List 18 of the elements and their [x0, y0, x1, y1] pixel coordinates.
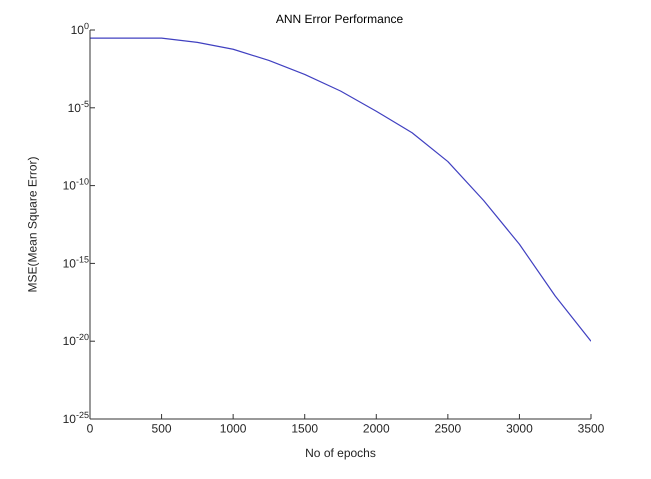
y-tick-label: 10$^{-15}$ [62, 254, 89, 270]
x-tick-label: 1500 [291, 422, 318, 436]
line-series [90, 38, 591, 342]
x-tick-label: 1000 [220, 422, 247, 436]
y-tick-label: 10$^{0}$ [70, 21, 89, 37]
x-tick-label: 500 [152, 422, 172, 436]
y-axis-title: MSE(Mean Square Error) [25, 156, 40, 293]
chart-title: ANN Error Performance [276, 12, 404, 26]
x-tick-label: 2000 [362, 422, 390, 436]
y-tick-label: 10$^{-20}$ [62, 332, 89, 348]
x-tick-label: 0 [86, 422, 94, 436]
y-tick-label: 10$^{-5}$ [68, 98, 89, 115]
x-tick-label: 3500 [578, 422, 605, 436]
x-tick-label: 3000 [506, 422, 534, 436]
y-tick-label: 10$^{-10}$ [62, 176, 89, 193]
y-tick-label: 10$^{-25}$ [62, 410, 89, 426]
x-axis-title: No of epochs [305, 446, 376, 460]
x-tick-label: 2500 [434, 422, 462, 436]
